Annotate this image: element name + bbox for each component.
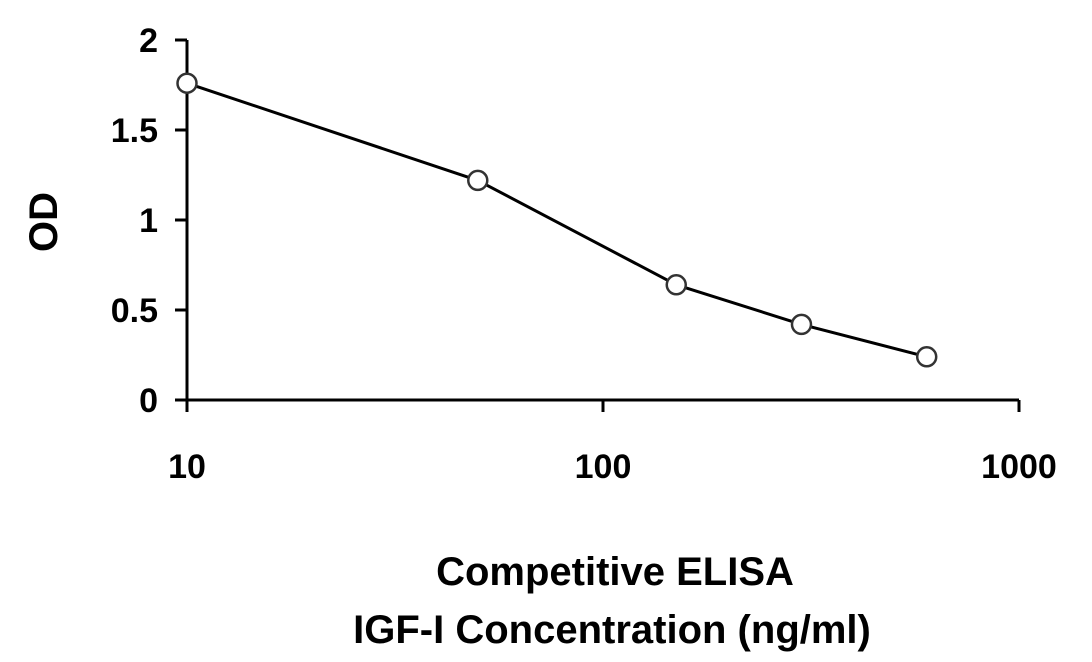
y-tick-label: 1.5 (111, 112, 158, 150)
data-point (915, 346, 938, 368)
data-point (665, 274, 688, 296)
y-tick-label: 2 (139, 22, 158, 60)
y-ticks: 0 0.5 1 1.5 2 (111, 22, 187, 420)
y-tick-label: 0 (139, 382, 158, 420)
x-tick-label: 100 (575, 448, 632, 486)
y-tick-label: 1 (139, 202, 158, 240)
x-tick-label: 1000 (981, 448, 1057, 486)
y-axis-title: OD (22, 192, 66, 252)
x-axis-title-line-2: IGF-I Concentration (ng/ml) (353, 608, 871, 652)
series-group (176, 72, 938, 368)
x-ticks: 10 100 1000 (168, 400, 1057, 486)
x-axis-title-line-1: Competitive ELISA (436, 550, 794, 594)
data-point (176, 72, 198, 94)
data-point (790, 313, 813, 336)
series-line (186, 81, 928, 359)
y-tick-label: 0.5 (111, 292, 158, 330)
axes (185, 40, 1019, 402)
data-point (467, 169, 489, 192)
x-tick-label: 10 (168, 448, 206, 486)
